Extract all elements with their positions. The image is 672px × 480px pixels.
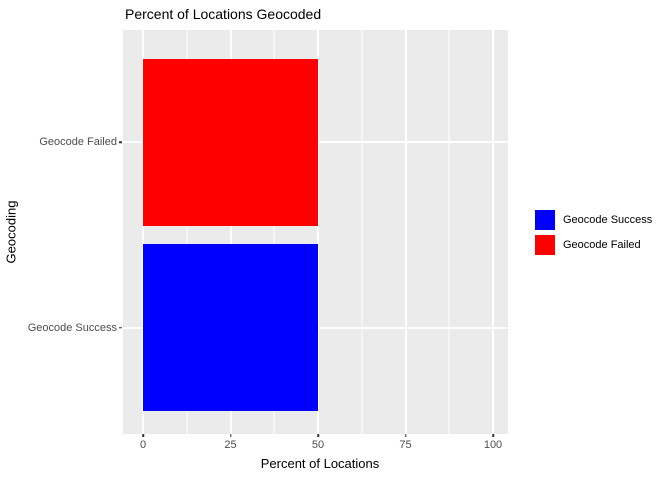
x-minor-gridline	[448, 30, 450, 434]
x-major-gridline	[142, 30, 144, 434]
x-major-gridline	[404, 30, 407, 434]
x-minor-gridline	[361, 30, 363, 434]
x-minor-gridline	[186, 30, 188, 434]
x-tick-label: 0	[139, 439, 147, 451]
legend-swatch	[535, 235, 555, 255]
x-tick-label: 75	[399, 439, 412, 451]
chart-title: Percent of Locations Geocoded	[125, 6, 322, 22]
x-tick-mark	[142, 434, 144, 437]
x-tick-label: 50	[311, 439, 325, 451]
bar-geocode-success	[143, 244, 318, 411]
x-axis-title: Percent of Locations	[260, 456, 380, 471]
x-tick-mark	[404, 434, 407, 437]
y-category-label: Geocode Success	[27, 321, 117, 334]
bar-geocode-failed	[143, 58, 318, 226]
legend-item: Geocode Failed	[535, 235, 652, 255]
legend-label: Geocode Success	[563, 214, 653, 226]
y-axis-title: Geocoding	[3, 200, 19, 264]
plot-panel	[123, 30, 508, 434]
y-category-label: Geocode Failed	[39, 136, 117, 148]
legend-swatch	[535, 210, 555, 230]
x-tick-mark	[229, 434, 232, 437]
x-tick-mark	[317, 434, 319, 437]
legend-item: Geocode Success	[535, 210, 652, 230]
y-tick-mark	[119, 141, 122, 143]
legend: Geocode Success Geocode Failed	[535, 210, 652, 260]
x-tick-label: 25	[224, 439, 237, 451]
x-tick-label: 100	[483, 439, 503, 451]
x-major-gridline	[229, 30, 232, 434]
x-tick-mark	[492, 434, 494, 437]
x-major-gridline	[317, 30, 319, 434]
y-tick-mark	[119, 326, 122, 329]
x-major-gridline	[492, 30, 494, 434]
x-minor-gridline	[273, 30, 275, 434]
legend-label: Geocode Failed	[563, 239, 641, 251]
